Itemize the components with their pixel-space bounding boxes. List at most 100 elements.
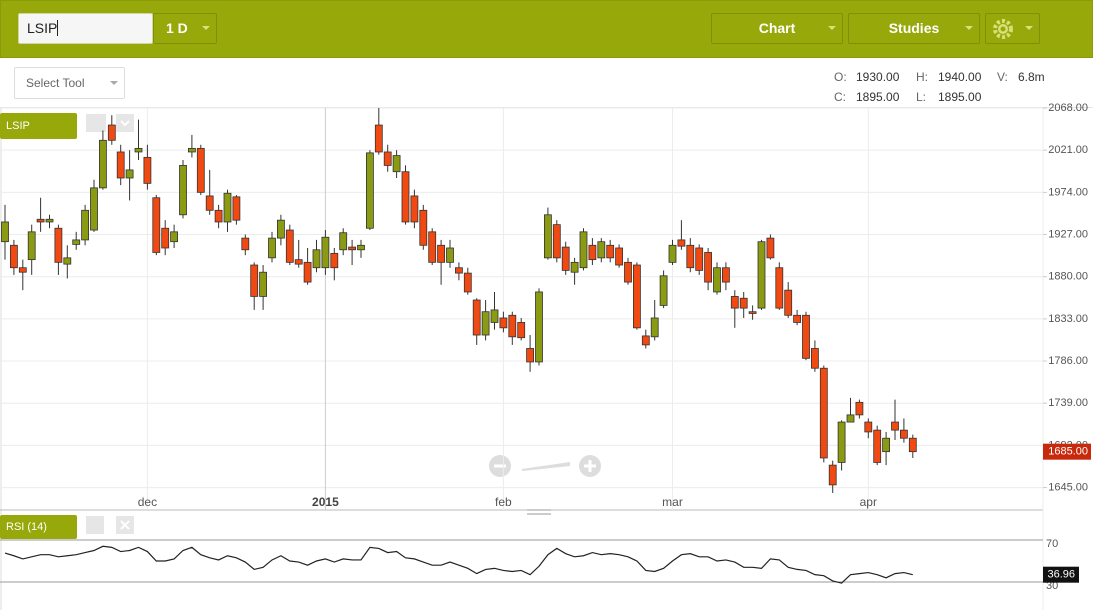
y-tick-label: 1880.00 [1048,271,1088,283]
candle-body [517,322,526,339]
candle-body [303,261,312,283]
candle-body [908,437,917,453]
rsi-label: RSI (14) [6,521,47,533]
candle-body [321,236,330,269]
candle-body [410,195,419,223]
y-tick-label: 70 [1046,538,1058,550]
candle-body [18,267,27,273]
candle-body [170,231,179,243]
candle-body [72,239,81,245]
pane-menu-button[interactable] [116,114,134,132]
candle-body [766,237,775,259]
zoom-slider[interactable] [522,462,570,471]
candle-body [784,289,793,316]
candle-body [713,267,721,293]
rsi-label-bg [0,515,77,539]
symbol-input[interactable]: LSIP [18,13,153,44]
candle-body [383,151,392,166]
x-tick-label: mar [662,495,683,509]
candle-body [775,267,784,309]
candle-body [45,218,54,223]
rsi-line [4,545,913,584]
chart-menu[interactable]: Chart [711,13,843,44]
candle-body [134,147,143,153]
candle-body [205,195,214,211]
studies-menu-text: Studies [888,20,940,36]
low-label: L: [916,90,927,104]
candle-body [659,275,668,306]
candle-body [730,296,739,309]
candle-body [615,247,623,266]
interval-dropdown[interactable]: 1 D [153,13,217,44]
y-tick-label: 1927.00 [1048,228,1088,240]
candle-body [588,244,597,261]
candle-body [677,239,686,247]
pane-label-bg [0,113,77,139]
y-tick-label: 30 [1046,580,1058,592]
candle-body [339,232,348,251]
candle-body [179,165,187,216]
candle-body [330,252,339,269]
candle-body [873,429,882,463]
y-tick-label: 1786.00 [1048,355,1088,367]
candle-body [900,429,908,439]
candle-body [63,257,72,265]
candle-body [695,247,704,271]
candle-body [81,209,89,241]
candle-body [891,421,899,431]
candle-body [579,231,588,269]
x-tick-label: feb [495,495,512,509]
candle-body [276,219,285,239]
candle-body [757,241,766,309]
y-tick-label: 1974.00 [1048,186,1088,198]
candle-body [1,221,9,243]
candle-body [107,124,116,141]
candle-body [250,264,259,297]
candle-body [437,244,446,263]
close-value: 1895.00 [856,90,900,104]
candle-body [27,231,36,261]
candle-body [864,421,873,433]
candle-body [99,139,107,189]
high-value: 1940.00 [938,70,982,84]
candle-body [268,237,276,259]
settings-button[interactable] [985,13,1040,44]
candle-body [739,297,748,309]
candle-body [481,311,490,336]
pane-menu-icon [120,120,130,127]
candle-body [490,309,499,323]
candle-body [374,124,383,153]
y-tick-label: 1739.00 [1048,397,1088,409]
resize-handle[interactable] [527,509,551,515]
x-tick-label: apr [860,495,877,509]
candle-body [312,249,321,269]
candle-body [116,151,125,179]
close-label: C: [834,90,846,104]
chart-menu-text: Chart [758,20,796,36]
candle-body [259,271,268,297]
rsi-close-icon [120,520,130,530]
candle-body [472,299,481,336]
candle-body [357,244,365,251]
candle-body [748,311,757,314]
symbol-text: LSIP [27,20,58,36]
interval-text: 1 D [166,20,188,36]
expand-button[interactable] [86,114,106,132]
candle-body [802,314,810,359]
rsi-up-button[interactable] [86,516,104,534]
candle-body [419,209,428,246]
candle-body [161,227,170,249]
candle-body [597,241,606,259]
rsi-tag-label: 36.96 [1047,569,1075,581]
studies-menu[interactable]: Studies [848,13,980,44]
candle-body [392,155,401,173]
candle-body [294,259,303,265]
candle-body [722,267,730,283]
candle-body [241,237,250,251]
candle-body [846,414,855,423]
y-tick-label: 1645.00 [1048,481,1088,493]
select-tool[interactable]: Select Tool [14,67,125,99]
